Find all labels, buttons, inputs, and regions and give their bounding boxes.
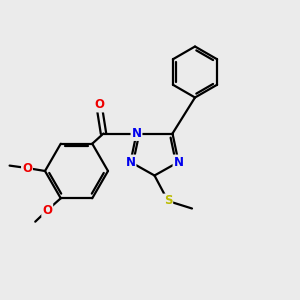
Text: N: N (173, 155, 184, 169)
Text: N: N (125, 155, 136, 169)
Text: O: O (42, 204, 52, 217)
Text: O: O (22, 161, 32, 175)
Text: O: O (94, 98, 104, 112)
Text: N: N (131, 127, 142, 140)
Text: S: S (164, 194, 172, 208)
